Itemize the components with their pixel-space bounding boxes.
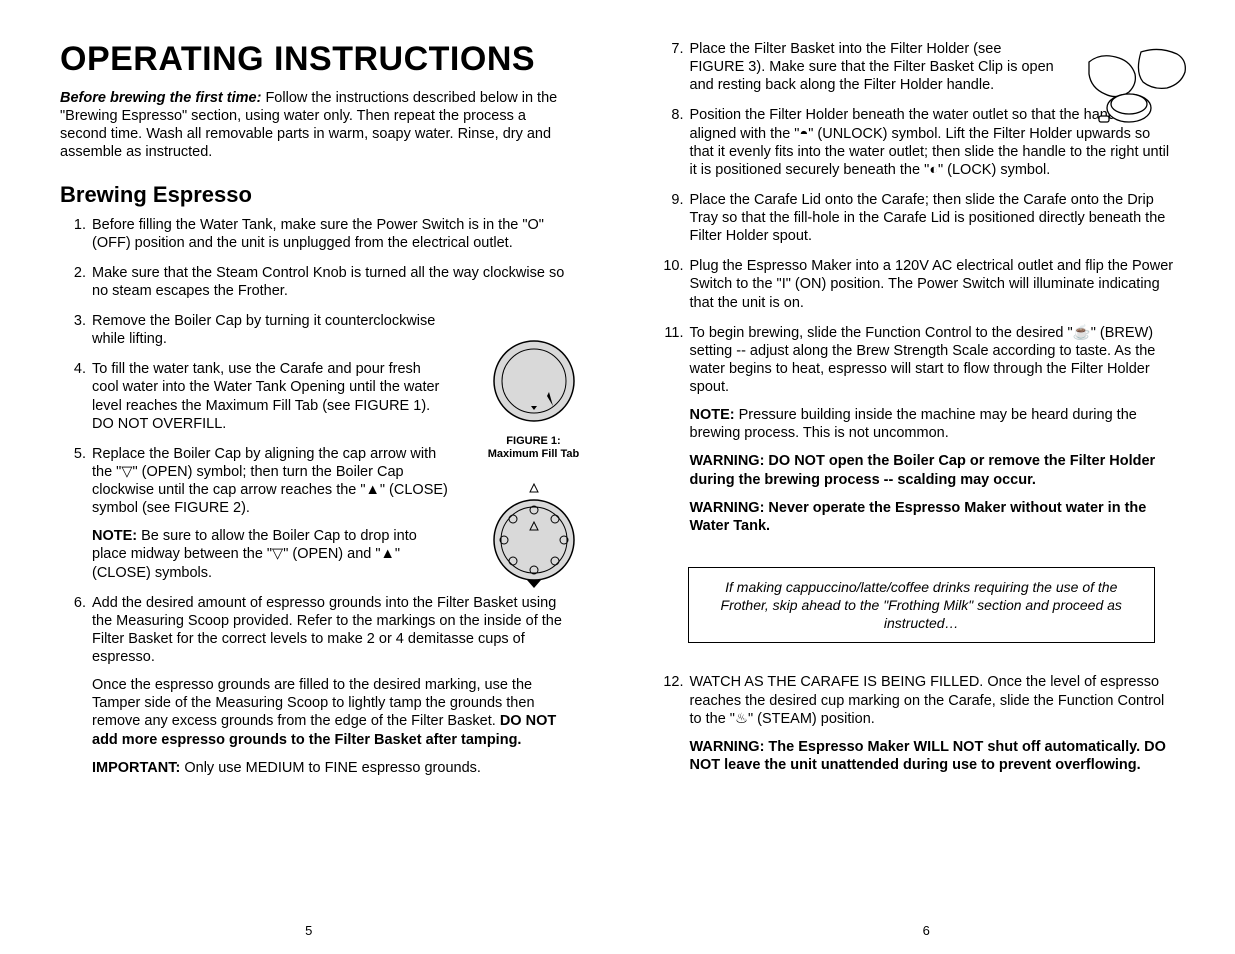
step-11-warn2: WARNING: Never operate the Espresso Make… <box>690 499 1176 535</box>
figure-2 <box>484 480 584 595</box>
step-10: Plug the Espresso Maker into a 120V AC e… <box>658 257 1176 311</box>
lock-icon: ◐ <box>929 162 938 178</box>
figure-3-svg <box>1081 44 1191 134</box>
fig1-line1: FIGURE 1: <box>506 435 560 447</box>
steps-list-right-2: WATCH AS THE CARAFE IS BEING FILLED. Onc… <box>658 673 1176 786</box>
step-6-b: Once the espresso grounds are filled to … <box>92 676 570 749</box>
figure-1-caption: FIGURE 1: Maximum Fill Tab <box>484 435 584 460</box>
fig1-line2: Maximum Fill Tab <box>488 448 579 460</box>
page-right: Place the Filter Basket into the Filter … <box>618 0 1235 954</box>
main-title: OPERATING INSTRUCTIONS <box>60 40 570 79</box>
note-body: Pressure building inside the machine may… <box>690 407 1137 441</box>
figure-3 <box>1081 44 1191 139</box>
step-5-body: Replace the Boiler Cap by aligning the c… <box>92 446 448 516</box>
step-5-note: NOTE: Be sure to allow the Boiler Cap to… <box>92 527 450 581</box>
section-heading: Brewing Espresso <box>60 182 570 208</box>
step-6-imp: IMPORTANT: Only use MEDIUM to FINE espre… <box>92 759 570 777</box>
note-body: Be sure to allow the Boiler Cap to drop … <box>92 528 417 580</box>
intro-paragraph: Before brewing the first time: Follow th… <box>60 89 570 162</box>
figure-2-svg <box>489 480 579 590</box>
step-11a: To begin brewing, slide the Function Con… <box>690 325 1073 341</box>
step-1: Before filling the Water Tank, make sure… <box>60 216 570 252</box>
figure-1: FIGURE 1: Maximum Fill Tab <box>484 336 584 460</box>
imp-label: IMPORTANT: <box>92 760 180 776</box>
callout-box: If making cappuccino/latte/coffee drinks… <box>688 567 1156 644</box>
step-12b: " (STEAM) position. <box>748 711 875 727</box>
step-11: To begin brewing, slide the Function Con… <box>658 324 1176 535</box>
note-label: NOTE: <box>92 528 137 544</box>
step-11-note: NOTE: Pressure building inside the machi… <box>690 406 1176 442</box>
step-6-a: Add the desired amount of espresso groun… <box>92 595 562 665</box>
step-6: Add the desired amount of espresso groun… <box>60 594 570 777</box>
step-12-warn: WARNING: The Espresso Maker WILL NOT shu… <box>690 738 1176 774</box>
figure-1-svg <box>489 336 579 426</box>
page-number-left: 5 <box>0 923 618 938</box>
imp-body: Only use MEDIUM to FINE espresso grounds… <box>180 760 481 776</box>
step-6-b-plain: Once the espresso grounds are filled to … <box>92 677 535 729</box>
step-2: Make sure that the Steam Control Knob is… <box>60 264 570 300</box>
step-8c: " (LOCK) symbol. <box>938 162 1050 178</box>
page-left: OPERATING INSTRUCTIONS Before brewing th… <box>0 0 618 954</box>
unlock-icon: ◓ <box>799 126 808 142</box>
step-9: Place the Carafe Lid onto the Carafe; th… <box>658 191 1176 245</box>
brew-icon: ☕ <box>1073 325 1091 341</box>
step-11-warn1: WARNING: DO NOT open the Boiler Cap or r… <box>690 452 1176 488</box>
intro-lead: Before brewing the first time: <box>60 90 261 106</box>
steam-icon: ♨ <box>735 711 748 727</box>
step-12: WATCH AS THE CARAFE IS BEING FILLED. Onc… <box>658 673 1176 774</box>
note-label: NOTE: <box>690 407 735 423</box>
step-7-body: Place the Filter Basket into the Filter … <box>690 41 1054 93</box>
page-number-right: 6 <box>618 923 1235 938</box>
